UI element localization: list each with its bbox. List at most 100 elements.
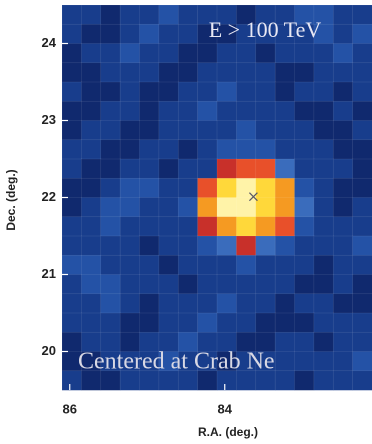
heat-cell [120, 82, 140, 102]
heat-cell [236, 63, 256, 83]
heat-cell [159, 5, 179, 25]
heat-cell [333, 217, 353, 237]
heat-cell [295, 371, 315, 391]
heat-cell [101, 294, 121, 314]
heat-cell [159, 217, 179, 237]
heat-cell [217, 178, 237, 198]
heat-cell [275, 294, 295, 314]
heat-cell [140, 236, 160, 256]
heat-cell [178, 121, 198, 141]
heat-cell [217, 313, 237, 333]
heat-cell [62, 313, 82, 333]
heat-cell [140, 255, 160, 275]
heat-cell [353, 5, 372, 25]
heat-cell [333, 121, 353, 141]
heat-cell [295, 236, 315, 256]
heat-cell [101, 101, 121, 121]
heat-cell [275, 140, 295, 160]
heat-cell [62, 275, 82, 295]
heat-cell [333, 236, 353, 256]
heat-cell [120, 121, 140, 141]
heat-cell [256, 140, 276, 160]
heat-cell [314, 371, 334, 391]
heat-cell [275, 371, 295, 391]
heat-cell [81, 275, 101, 295]
heat-cell [101, 44, 121, 64]
heat-cell [275, 217, 295, 237]
heat-cell [217, 121, 237, 141]
y-tick-label: 24 [42, 35, 57, 50]
heat-cell [353, 236, 372, 256]
heat-cell [333, 352, 353, 372]
heat-cell [178, 5, 198, 25]
heat-cell [256, 313, 276, 333]
heat-cell [120, 140, 140, 160]
heat-cell [120, 63, 140, 83]
heat-cell [81, 82, 101, 102]
heat-cell [333, 5, 353, 25]
heat-cell [178, 275, 198, 295]
heat-cell [178, 198, 198, 218]
heat-cell [314, 294, 334, 314]
heat-cell [275, 178, 295, 198]
heat-cell [81, 255, 101, 275]
heat-cell [314, 255, 334, 275]
chart: E > 100 TeV Centered at Crab Ne R.A. (de… [0, 0, 372, 444]
heat-cell [140, 159, 160, 179]
heat-cell [198, 178, 218, 198]
heat-cell [353, 275, 372, 295]
heat-cell [140, 178, 160, 198]
heat-cell [353, 178, 372, 198]
heat-cell [159, 313, 179, 333]
heat-cell [275, 313, 295, 333]
heat-cell [81, 5, 101, 25]
heat-cell [198, 294, 218, 314]
heat-cell [217, 255, 237, 275]
heat-cell [256, 101, 276, 121]
heat-cell [295, 121, 315, 141]
heat-cell [178, 159, 198, 179]
heat-cell [353, 63, 372, 83]
y-tick-label: 23 [42, 112, 56, 127]
heat-cell [275, 275, 295, 295]
heat-cell [353, 294, 372, 314]
heat-cell [178, 217, 198, 237]
y-tick-label: 20 [42, 343, 56, 358]
heat-cell [236, 159, 256, 179]
heat-cell [353, 140, 372, 160]
heat-cell [236, 178, 256, 198]
heat-cell [353, 101, 372, 121]
heat-cell [333, 178, 353, 198]
heat-cell [101, 121, 121, 141]
heat-cell [178, 236, 198, 256]
heat-cell [217, 82, 237, 102]
heat-cell [81, 313, 101, 333]
heat-cell [353, 121, 372, 141]
heat-cell [275, 101, 295, 121]
heat-cell [140, 82, 160, 102]
heat-cell [62, 24, 82, 44]
heat-cell [256, 121, 276, 141]
heat-cell [159, 159, 179, 179]
heat-cell [333, 294, 353, 314]
heat-cell [178, 313, 198, 333]
heat-cell [62, 255, 82, 275]
heat-cell [81, 24, 101, 44]
heat-cell [62, 82, 82, 102]
heat-cell [120, 5, 140, 25]
heat-cell [314, 159, 334, 179]
heat-cell [140, 5, 160, 25]
heat-cell [256, 198, 276, 218]
heat-cell [198, 82, 218, 102]
heat-cell [256, 255, 276, 275]
heat-cell [140, 294, 160, 314]
heat-cell [159, 63, 179, 83]
heat-cell [198, 198, 218, 218]
heat-cell [198, 217, 218, 237]
heat-cell [101, 63, 121, 83]
heat-cell [101, 236, 121, 256]
heat-cell [256, 217, 276, 237]
heat-cell [159, 44, 179, 64]
heat-cell [295, 313, 315, 333]
heat-cell [295, 294, 315, 314]
